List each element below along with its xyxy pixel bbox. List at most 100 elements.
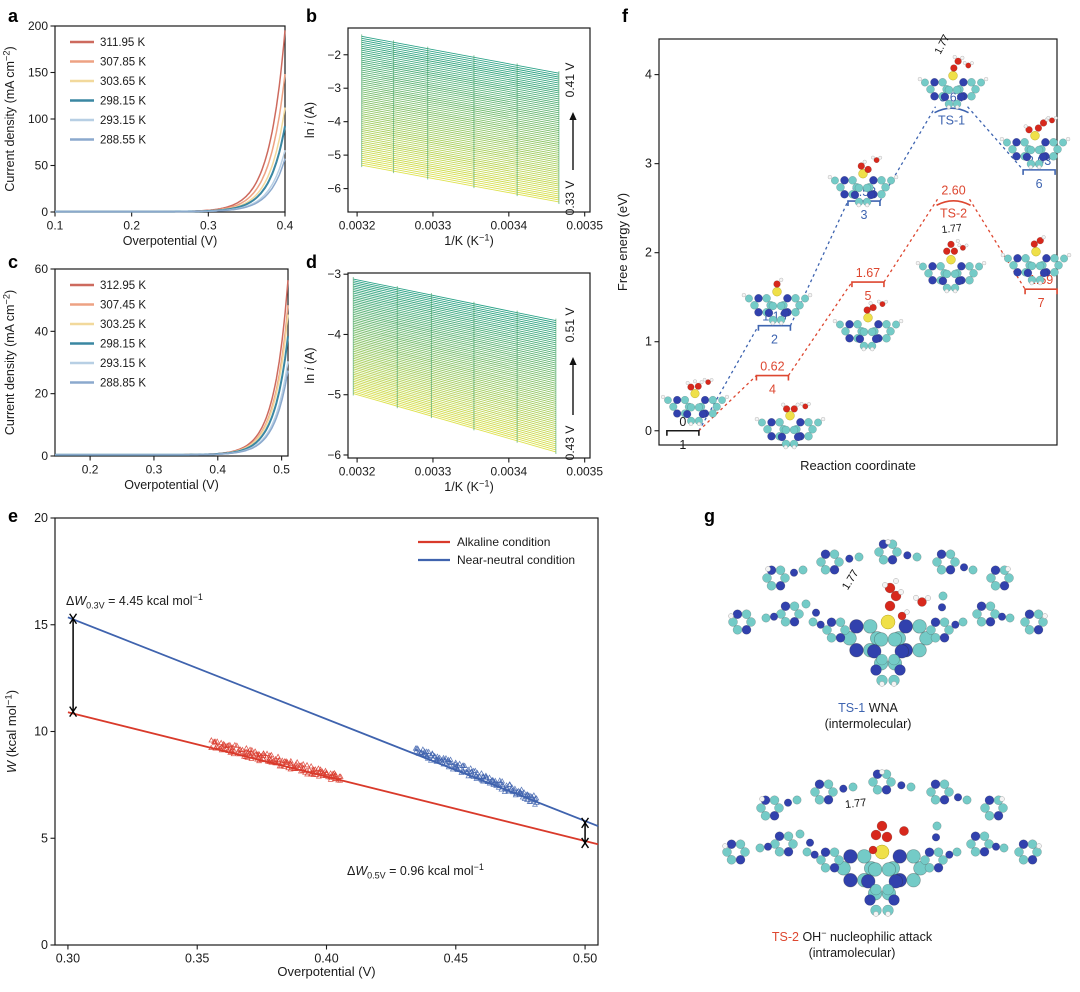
energy-value: 0.62 <box>760 360 784 374</box>
arrhenius-line <box>361 39 559 78</box>
voltage-top-label: 0.41 V <box>563 63 577 98</box>
arrhenius-line <box>353 363 556 419</box>
arrhenius-line <box>353 322 556 372</box>
y-tick-label: 0 <box>41 938 48 952</box>
arrhenius-line <box>353 292 556 338</box>
legend-label: 303.65 K <box>100 76 146 88</box>
molecule-7 <box>1000 235 1072 286</box>
voltage-bottom-label: 0.33 V <box>563 181 577 216</box>
delta-bracket-0 <box>69 613 78 718</box>
arrhenius-line <box>353 361 556 417</box>
macrocycle-TS-1 <box>728 539 1048 687</box>
energy-level-TS-2: 2.60 TS-2 <box>936 183 971 220</box>
arrhenius-line <box>353 313 556 362</box>
arrhenius-line <box>361 61 559 100</box>
x-tick-label: 0.50 <box>573 952 597 966</box>
arrhenius-line <box>361 138 559 177</box>
arrhenius-line <box>361 63 559 102</box>
x-axis-title: Overpotential (V) <box>124 478 218 492</box>
arrhenius-line <box>361 144 559 183</box>
y-axis-title: Current density (mA cm−2) <box>2 290 18 435</box>
panel-a-chart: 0.1 0.2 0.3 0.4 0 50 100 150 200 Overpotential (V… <box>2 19 294 248</box>
x-axis-title: 1/K (K−1) <box>444 479 493 495</box>
y-tick-label: 3 <box>645 157 652 171</box>
y-tick-label: 100 <box>28 112 48 126</box>
legend-label: Alkaline condition <box>457 535 550 549</box>
arrhenius-line <box>361 43 559 82</box>
y-tick-label: −5 <box>327 148 341 162</box>
arrhenius-line <box>361 99 559 138</box>
legend-label: 307.45 K <box>100 300 146 312</box>
arrhenius-line <box>353 393 556 453</box>
arrhenius-line <box>361 57 559 96</box>
molecule-TS-1 <box>917 55 989 110</box>
arrhenius-line <box>353 294 556 340</box>
panel-label-f: f <box>622 6 628 26</box>
arrhenius-line <box>361 75 559 114</box>
arrhenius-line <box>353 386 556 445</box>
arrhenius-line <box>361 89 559 128</box>
x-tick-label: 0.0033 <box>415 219 452 233</box>
arrhenius-line <box>353 282 556 326</box>
arrhenius-line <box>361 125 559 163</box>
arrhenius-line <box>353 289 556 334</box>
arrhenius-line <box>353 391 556 451</box>
legend: 312.95 K 307.45 K 303.25 K 298.15 K 293.15 K… <box>70 280 146 390</box>
panel-e-chart: 0.30 0.35 0.40 0.45 0.50 0 5 10 15 20 Overpotentia… <box>4 511 599 979</box>
arrhenius-line <box>361 111 559 149</box>
y-tick-label: 0 <box>645 424 652 438</box>
legend-label: 312.95 K <box>100 280 146 292</box>
annotation-delta-w-0.5V: ΔW0.5V = 0.96 kcal mol−1 <box>347 862 484 881</box>
state-label: 6 <box>1036 177 1043 191</box>
arrhenius-line <box>353 382 556 441</box>
arrhenius-line <box>353 336 556 388</box>
state-label: 3 <box>860 208 867 222</box>
x-tick-label: 0.0032 <box>339 219 376 233</box>
molecule-4 <box>754 401 826 450</box>
state-label: 2 <box>771 333 778 347</box>
macrocycle-TS-2 <box>722 769 1042 917</box>
arrhenius-line <box>353 347 556 400</box>
arrhenius-line <box>361 129 559 167</box>
plot-frame <box>347 27 591 213</box>
panel-label-c: c <box>8 252 19 272</box>
y-axis-title: Current density (mA cm−2) <box>2 46 18 191</box>
y-tick-label: 0 <box>41 205 48 219</box>
x-axis-title: Reaction coordinate <box>800 458 916 473</box>
arrhenius-line <box>361 107 559 145</box>
arrhenius-line <box>361 51 559 90</box>
arrhenius-line <box>353 326 556 376</box>
arrhenius-line <box>361 93 559 132</box>
y-tick-label: 20 <box>34 511 48 525</box>
bond-length-label: 1.77 <box>941 222 963 236</box>
arrhenius-line <box>361 154 559 193</box>
molecule-1 <box>661 377 729 426</box>
arrhenius-line <box>353 320 556 370</box>
arrhenius-line <box>353 350 556 404</box>
arrhenius-line <box>361 71 559 110</box>
state-label: 4 <box>769 383 776 397</box>
y-axis-title: W (kcal mol−1) <box>4 690 20 773</box>
arrhenius-line <box>353 368 556 425</box>
arrhenius-line <box>361 37 559 76</box>
panel-label-e: e <box>8 506 19 526</box>
arrhenius-line <box>353 297 556 344</box>
arrhenius-line <box>353 319 556 368</box>
arrhenius-line <box>353 333 556 384</box>
delta-bracket-1 <box>581 817 590 849</box>
y-tick-label: 200 <box>28 19 48 33</box>
x-tick-label: 0.0033 <box>415 465 452 479</box>
bond-length-label: 1.77 <box>932 33 952 57</box>
arrhenius-line <box>353 299 556 346</box>
legend-label: 311.95 K <box>100 37 146 49</box>
arrhenius-line <box>361 150 559 189</box>
arrhenius-line <box>361 156 559 195</box>
curve-288.55K <box>55 158 286 213</box>
curve-288.85K <box>55 370 289 456</box>
arrhenius-line <box>361 109 559 147</box>
reaction-path <box>883 198 939 283</box>
fit-line-near-neutral <box>67 616 599 827</box>
energy-level-5: 1.67 5 <box>851 266 885 303</box>
arrhenius-line <box>353 329 556 380</box>
molecule-2 <box>741 277 813 326</box>
